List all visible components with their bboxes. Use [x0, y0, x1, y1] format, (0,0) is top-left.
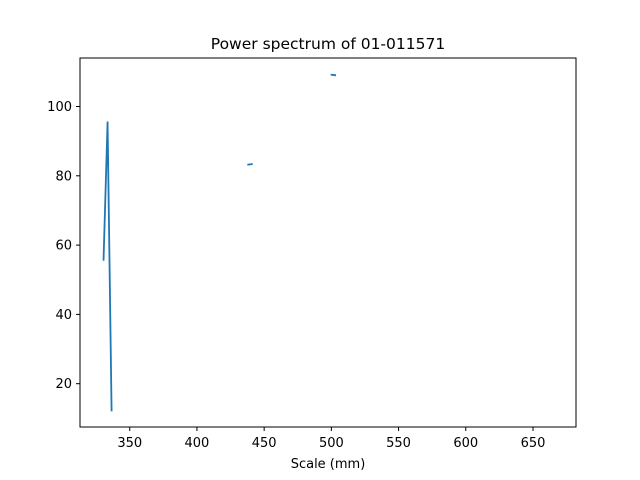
plot-frame: [79, 57, 577, 428]
plot-lines: [102, 73, 337, 412]
x-axis-label: Scale (mm): [291, 457, 366, 472]
y-tick-label: 80: [55, 169, 72, 184]
x-tick-label: 500: [319, 436, 344, 451]
x-tick-label: 450: [252, 436, 277, 451]
series-line-segment: [247, 163, 253, 166]
y-axis-ticks: 20 40 60 80 100: [47, 100, 80, 392]
x-tick-label: 600: [453, 436, 478, 451]
x-axis-ticks: 350 400 450 500 550 600 650: [117, 427, 545, 451]
y-tick-label: 20: [55, 377, 72, 392]
chart-title: Power spectrum of 01-011571: [211, 35, 445, 53]
y-tick-label: 100: [47, 100, 72, 115]
series-line-segment: [330, 73, 337, 77]
y-tick-label: 40: [55, 308, 72, 323]
y-tick-label: 60: [55, 239, 72, 254]
x-tick-label: 550: [386, 436, 411, 451]
x-tick-label: 650: [521, 436, 546, 451]
x-tick-label: 350: [117, 436, 142, 451]
series-line-segment: [102, 121, 113, 412]
x-tick-label: 400: [185, 436, 210, 451]
